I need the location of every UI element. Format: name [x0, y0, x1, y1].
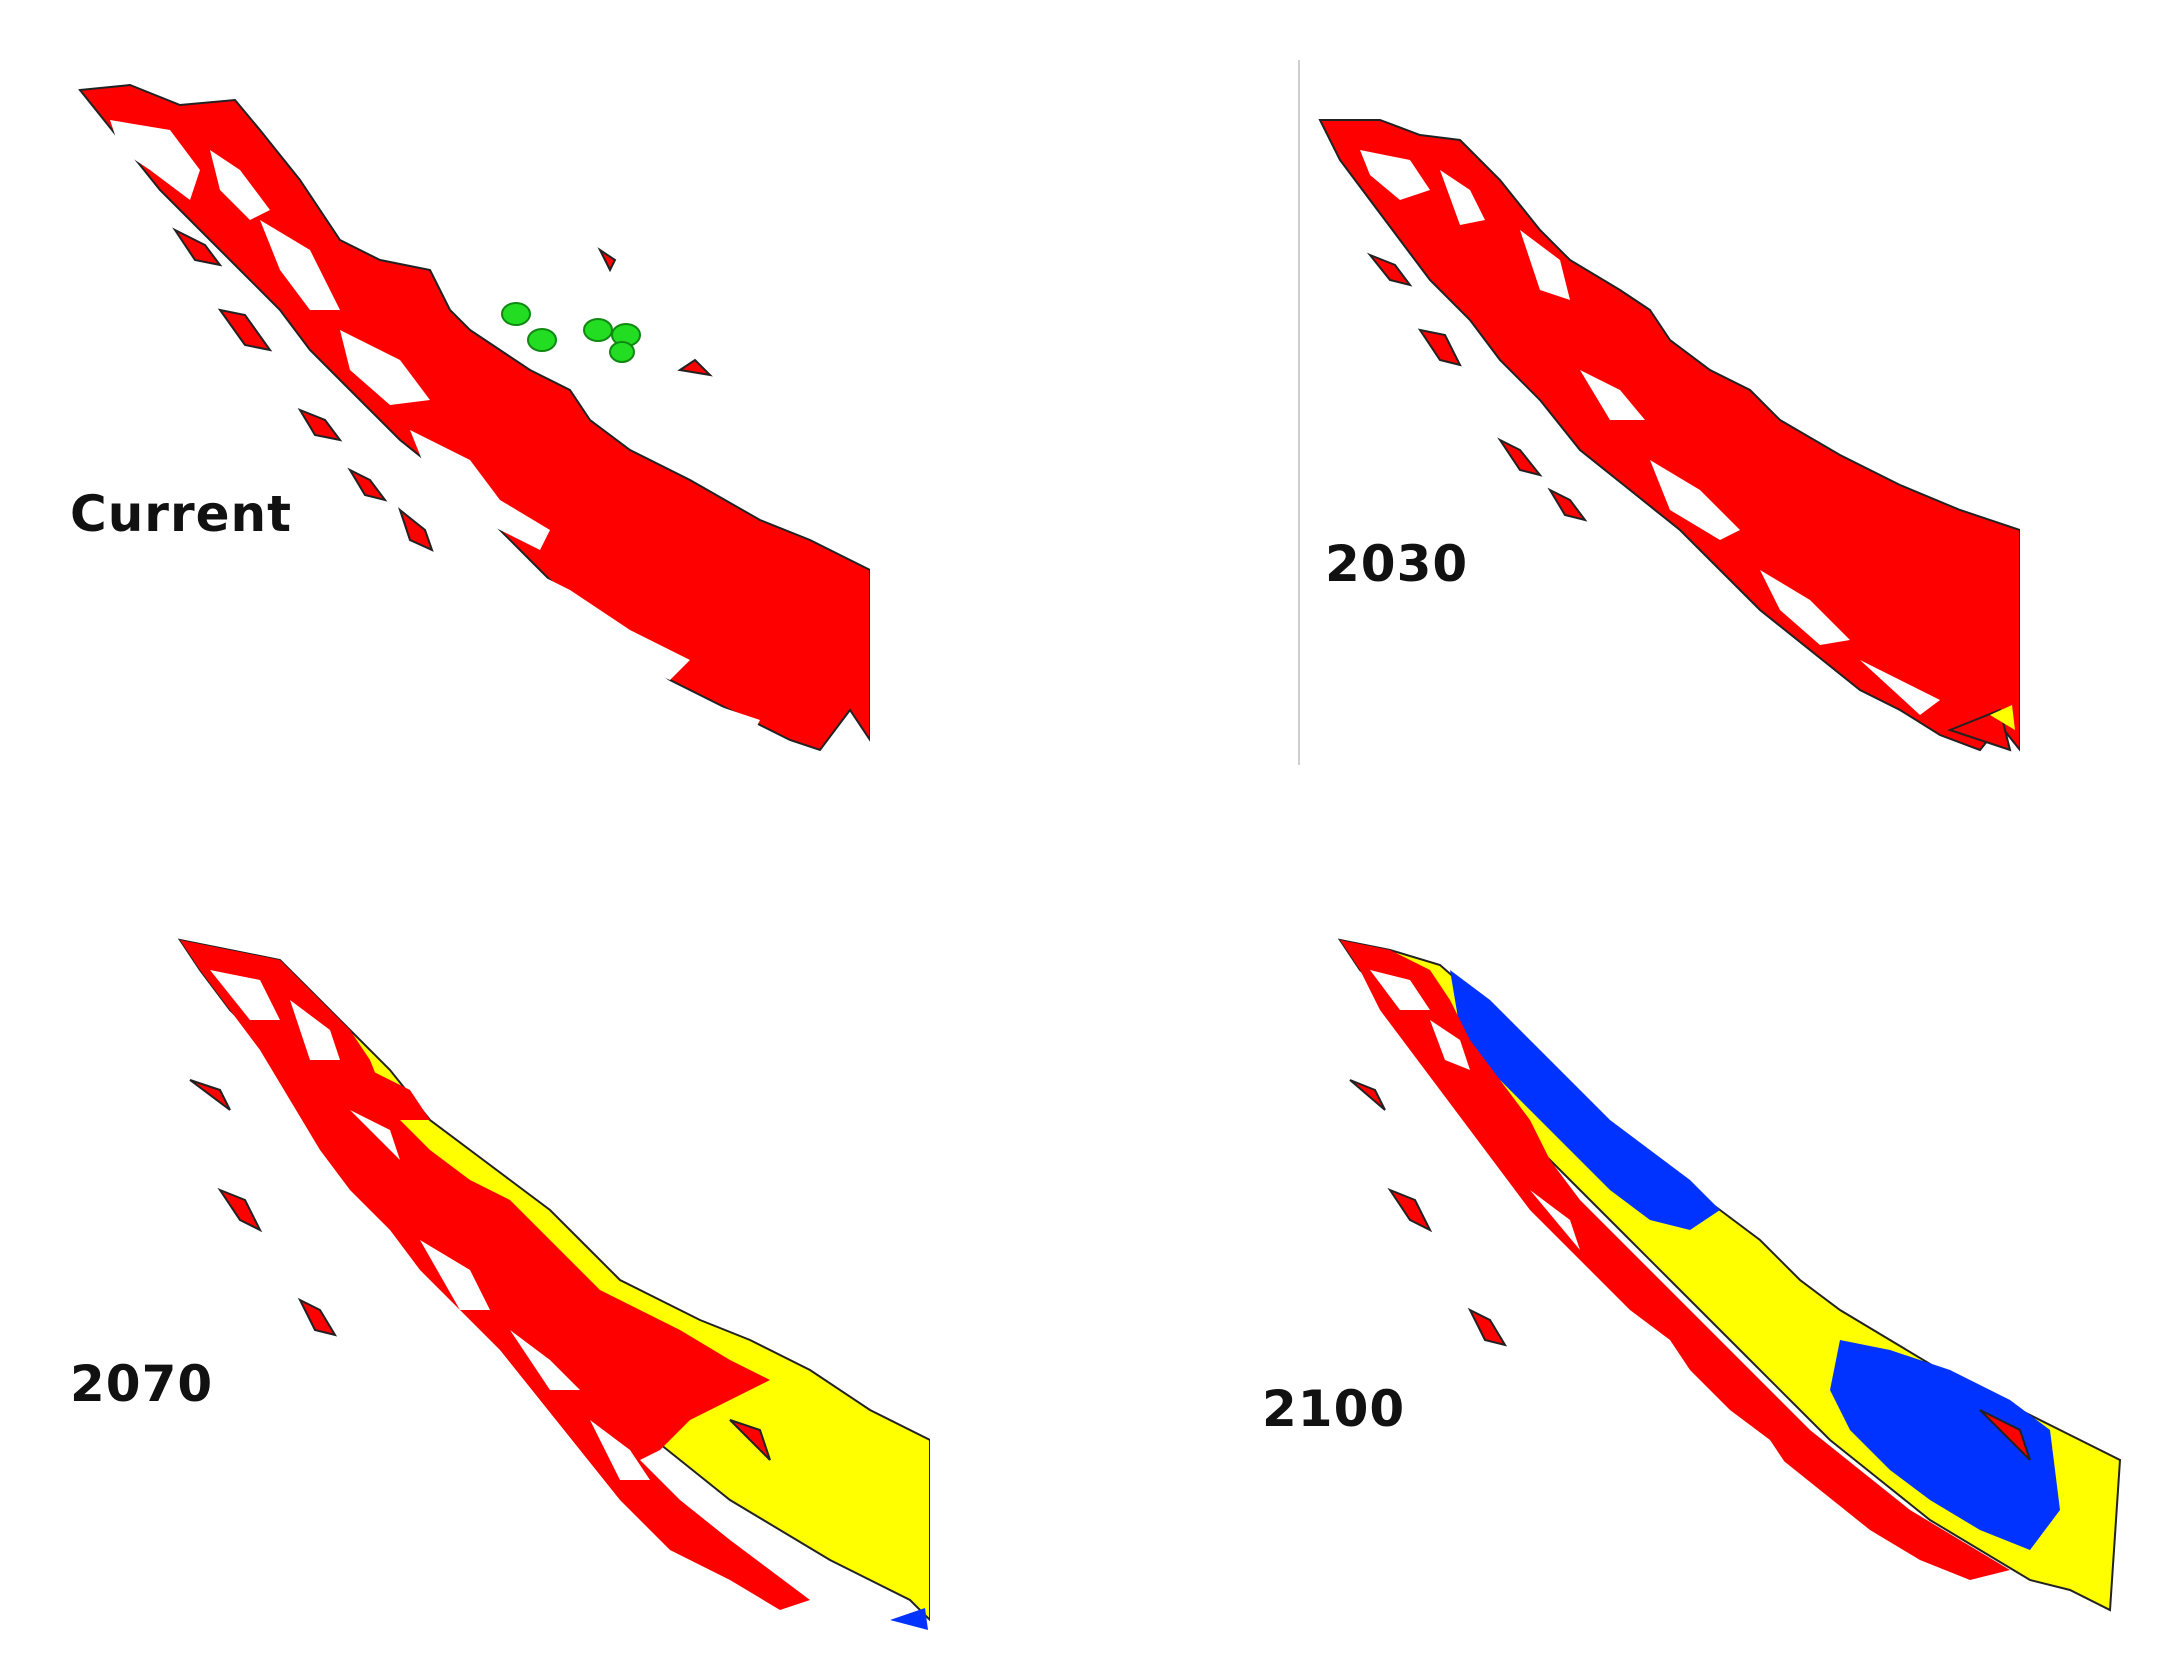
sumatra-landmass	[1318, 119, 2020, 752]
map-panel-2070	[170, 860, 930, 1640]
occurrence-point	[609, 341, 635, 363]
offshore-islands	[172, 227, 713, 552]
panel-divider	[1298, 60, 1300, 765]
occurrence-point	[583, 318, 613, 342]
suitable-area	[1340, 940, 2010, 1580]
sumatra-map-current	[78, 83, 870, 752]
sumatra-landmass	[78, 83, 870, 752]
moderate-edge	[1990, 705, 2015, 730]
unsuitable-patches	[1370, 970, 1790, 1470]
sumatra-map-2030	[1318, 119, 2020, 752]
low-suitability-area	[1450, 970, 2060, 1550]
panel-label-2070: 2070	[70, 1355, 214, 1413]
panel-label-current: Current	[70, 485, 293, 543]
map-panel-2030	[1300, 60, 2020, 770]
unsuitable-patches	[210, 970, 650, 1480]
offshore-islands	[1349, 1079, 2031, 1461]
sumatra-map-2070	[177, 938, 930, 1630]
offshore-islands	[189, 1079, 771, 1461]
panel-label-2030: 2030	[1325, 535, 1469, 593]
occurrence-point	[527, 328, 557, 352]
unsuitable-patches	[110, 120, 760, 740]
occurrence-point	[501, 302, 531, 326]
unsuitable-patches	[1360, 150, 1940, 715]
map-panel-current	[70, 60, 870, 770]
suitable-area	[180, 940, 810, 1610]
panel-label-2100: 2100	[1262, 1380, 1406, 1438]
offshore-islands	[1366, 252, 2012, 752]
map-panel-2100	[1330, 890, 2130, 1630]
occurrence-points	[501, 302, 641, 363]
sumatra-map-2100	[1337, 938, 2122, 1612]
low-edge	[890, 1608, 928, 1630]
